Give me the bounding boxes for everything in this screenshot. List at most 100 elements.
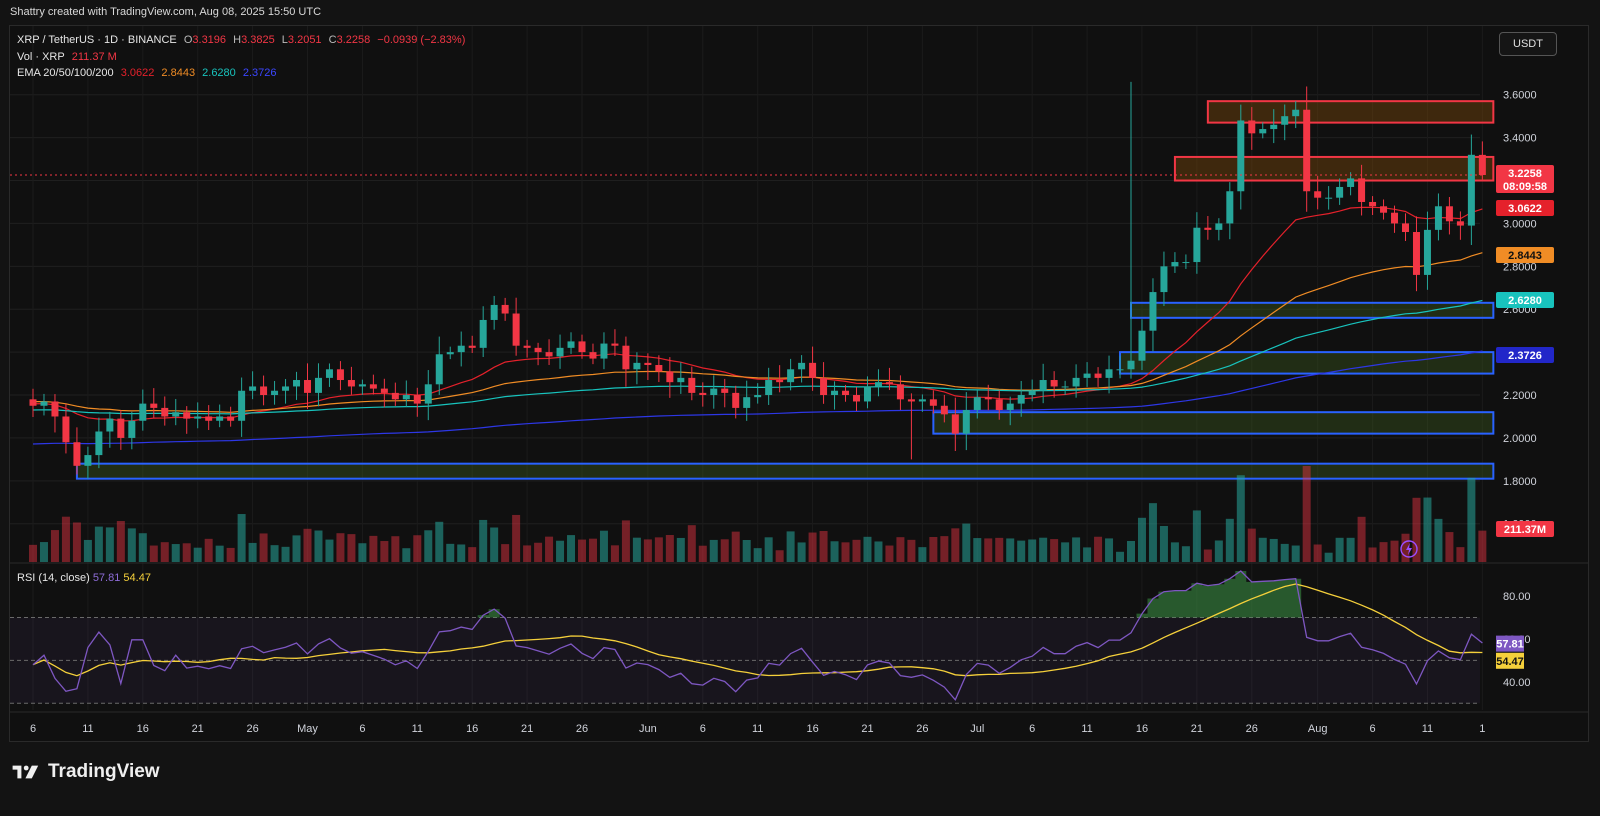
ema-label[interactable]: EMA 20/50/100/200 [17,67,114,79]
volume-bar [1379,542,1388,562]
volume-bar [479,519,488,562]
candle-body [600,343,608,359]
ema200-badge [1496,347,1554,363]
volume-legend: Vol · XRP 211.37 M [17,51,121,63]
price-tick-label: 2.2000 [1503,390,1537,402]
ema20-badge-text: 3.0622 [1508,203,1542,215]
candle-body [106,418,114,432]
time-tick-label: 11 [1081,723,1092,735]
lightning-icon[interactable] [1400,540,1418,558]
candle-body [809,362,817,378]
volume-bar [786,531,795,562]
time-tick-label: 16 [137,723,149,735]
price-tick-label: 3.0000 [1503,218,1537,230]
candle-body [1358,178,1366,202]
candle-body [1149,292,1157,331]
volume-bar [918,547,927,562]
candle-body [776,380,784,383]
volume-bar [995,537,1004,562]
volume-bar [1291,545,1300,562]
candle-body [457,345,465,353]
candle-body [282,386,290,391]
volume-bar [391,536,400,562]
volume-bar [907,539,916,562]
volume-bar [545,536,554,562]
candle-body [688,377,696,393]
volume-bar [1357,516,1366,562]
candle-body [1171,262,1179,267]
volume-bar [413,535,422,562]
candle-body [743,397,751,408]
candle-body [710,388,718,396]
rsi-badge [1496,635,1524,652]
candle-body [512,313,520,346]
candle-body [1028,390,1036,396]
volume-label[interactable]: Vol · XRP [17,51,65,63]
volume-bar [720,539,729,562]
candle-body [907,399,915,402]
volume-bar [116,521,125,562]
candle-body [1325,197,1333,199]
candle-body [161,407,169,417]
brand-name: TradingView [48,761,160,782]
candle-body [314,377,322,393]
ema200-line [32,350,1483,445]
supply-zone [1173,155,1495,182]
candle-body [446,352,454,355]
candle-body [1083,373,1091,378]
candle-body [1270,124,1278,130]
ema100-badge-text: 2.6280 [1508,295,1542,307]
rsi-overbought-fill [477,571,1302,618]
candle-body [128,420,136,438]
symbol-label[interactable]: XRP / TetherUS · 1D · BINANCE [17,34,177,46]
tradingview-logo[interactable]: TradingView [12,760,160,784]
volume-bar [1006,538,1015,562]
volume-bar [819,531,828,562]
volume-bar [1148,503,1157,562]
volume-bar [1302,466,1311,562]
rsi-ma-value: 54.47 [123,572,151,584]
rsi-label[interactable]: RSI (14, close) [17,572,90,584]
volume-bar [709,539,718,562]
candle-body [51,401,59,417]
currency-button[interactable]: USDT [1499,32,1557,56]
ema100-badge [1496,292,1554,308]
volume-bar [797,542,806,562]
candle-body [523,345,531,348]
candle-body [1347,178,1355,187]
volume-bar [1247,528,1256,562]
volume-bar [347,534,356,562]
candle-body [1434,206,1442,230]
rsi-line [32,570,1483,702]
candle-body [1094,373,1102,378]
candle-body [1204,227,1212,230]
candle-body [1402,223,1409,233]
lightning-icon-ring [1400,540,1418,558]
candle-body [29,399,37,406]
price-tick-label: 2.8000 [1503,261,1537,273]
volume-bar [248,542,257,562]
time-tick-label: 6 [30,723,36,735]
volume-bar [1412,497,1421,562]
volume-bar [676,537,685,562]
volume-bar [1039,537,1048,562]
candle-body [1336,186,1344,198]
candle-body [260,386,268,396]
candle-body [951,414,959,434]
volume-bar [1368,547,1377,562]
candle-body [304,380,311,393]
volume-bar [1105,538,1114,562]
volume-bar [435,521,444,562]
time-tick-label: 11 [1422,723,1433,735]
candle-body [40,401,48,406]
tradingview-logo-icon [12,765,39,779]
candle-body [787,369,795,383]
candle-body [1467,154,1475,226]
volume-bar [94,526,103,562]
volume-bar [380,541,389,562]
ema-legend: EMA 20/50/100/200 3.0622 2.8443 2.6280 2… [17,67,281,79]
candle-body [1412,232,1420,275]
candle-body [1314,191,1322,198]
volume-bar [512,514,521,562]
